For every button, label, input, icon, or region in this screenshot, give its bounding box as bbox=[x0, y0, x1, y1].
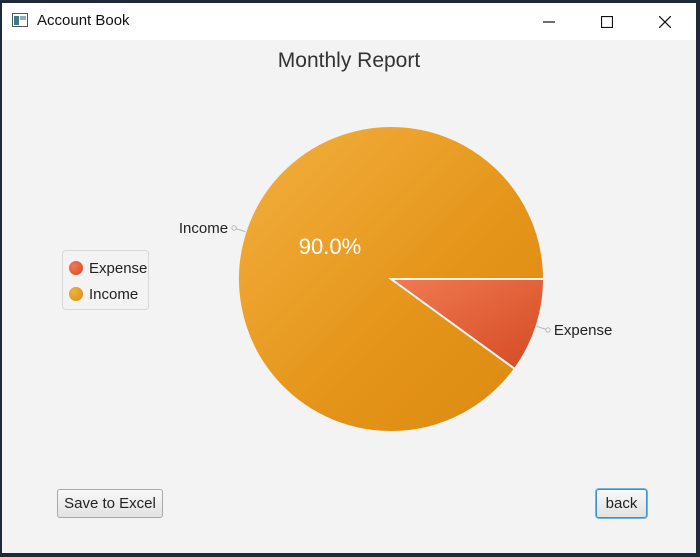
legend-item-expense: Expense bbox=[69, 258, 147, 278]
close-button[interactable] bbox=[636, 3, 694, 40]
legend-label: Expense bbox=[89, 259, 148, 277]
pie-chart: Expense Income 90.0% bbox=[179, 125, 612, 433]
app-icon bbox=[12, 13, 28, 27]
chart-title: Monthly Report bbox=[277, 49, 421, 72]
maximize-icon bbox=[601, 15, 613, 28]
minimize-icon bbox=[543, 20, 555, 23]
legend-swatch-income bbox=[69, 287, 83, 301]
save-to-excel-button[interactable]: Save to Excel bbox=[57, 489, 163, 518]
slice-label: Income bbox=[179, 220, 228, 237]
legend-label: Income bbox=[89, 285, 139, 303]
app-window: Account Book Monthly Report Expense Incom… bbox=[2, 3, 696, 553]
legend-item-income: Income bbox=[69, 284, 138, 304]
legend-swatch-expense bbox=[69, 261, 83, 275]
maximize-button[interactable] bbox=[578, 3, 636, 40]
pie-slice-income bbox=[237, 125, 546, 433]
minimize-button[interactable] bbox=[520, 3, 578, 40]
window-title: Account Book bbox=[37, 12, 130, 29]
chart-legend: Expense Income bbox=[62, 250, 149, 310]
callout-dot bbox=[231, 225, 237, 231]
slice-label: Expense bbox=[554, 322, 612, 339]
back-button[interactable]: back bbox=[596, 489, 647, 518]
percent-label: 90.0% bbox=[299, 234, 361, 259]
close-icon bbox=[659, 15, 671, 28]
callout-dot bbox=[545, 327, 551, 333]
title-bar: Account Book bbox=[2, 3, 696, 40]
